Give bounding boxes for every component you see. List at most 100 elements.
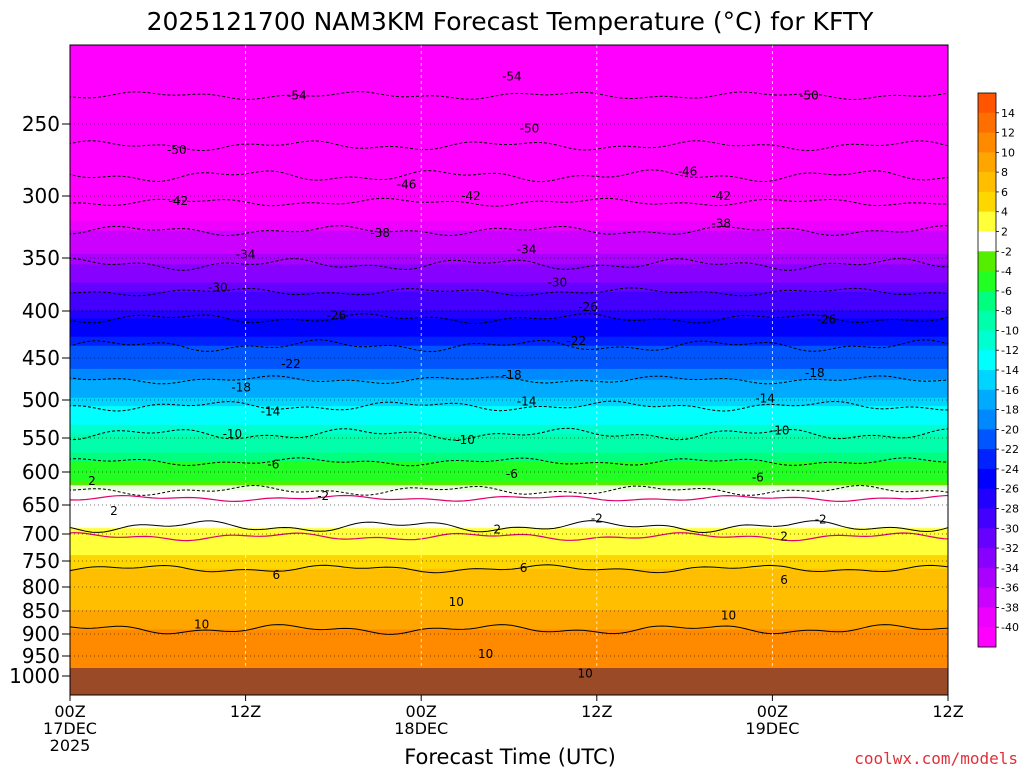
colorbar-label: -28 [1001, 503, 1019, 516]
colorbar-label: 10 [1001, 146, 1015, 159]
temperature-band [70, 336, 948, 347]
time-tick-label: 17DEC [43, 719, 97, 738]
isotherm-line [70, 520, 948, 534]
contour-label: 2 [780, 530, 788, 544]
colorbar-swatch [978, 429, 996, 450]
pressure-tick-label: 900 [22, 622, 60, 646]
plot-frame [69, 44, 949, 696]
temperature-band [70, 45, 948, 63]
temperature-band [70, 129, 948, 147]
pressure-tick-label: 250 [22, 112, 60, 136]
temperature-band [70, 155, 948, 167]
colorbar-swatch [978, 290, 996, 312]
pressure-tick-label: 600 [22, 460, 60, 484]
colorbar-label: -4 [1001, 265, 1012, 278]
pressure-tick-label: 800 [22, 575, 60, 599]
pressure-tick-label: 950 [22, 644, 60, 668]
colorbar-swatch [978, 350, 996, 371]
pressure-axis: 2503003504004505005506006507007508008509… [9, 112, 70, 688]
contour-label: -6 [267, 458, 279, 472]
temperature-band [70, 368, 948, 381]
contour-label: -10 [223, 427, 243, 441]
colorbar-label: -24 [1001, 463, 1019, 476]
isotherm-line [70, 287, 948, 297]
contour-label: -10 [455, 433, 475, 447]
contour-label: 10 [194, 617, 209, 631]
temperature-band [70, 264, 948, 275]
time-tick-label: 12Z [581, 702, 612, 721]
isotherm-line [70, 258, 948, 271]
colorbar-label: -40 [1001, 621, 1019, 634]
colorbar-swatch [978, 548, 996, 569]
colorbar-label: -38 [1001, 601, 1019, 614]
colorbar-label: -20 [1001, 423, 1019, 436]
plot-area: -54 -54 -50 -50 -50 -46 -46 -42 -42 -42 -38 -38 -34 -… [70, 45, 948, 695]
chart-title: 2025121700 NAM3KM Forecast Temperature (… [147, 7, 875, 36]
contour-label: -6 [506, 467, 518, 481]
contour-label: -38 [711, 216, 731, 230]
temperature-band [70, 202, 948, 213]
colorbar-swatch [978, 112, 996, 133]
contour-label: -34 [236, 247, 256, 261]
contour-label: -26 [326, 309, 346, 323]
temperature-band [70, 568, 948, 591]
credit-text: coolwx.com/models [854, 749, 1018, 768]
contour-label: -42 [711, 189, 731, 203]
contour-label: -14 [517, 395, 537, 409]
colorbar-label: 4 [1001, 206, 1008, 219]
colorbar-swatch [978, 627, 996, 648]
colorbar-label: 8 [1001, 166, 1008, 179]
colorbar-swatch [978, 152, 996, 173]
time-tick-label: 19DEC [745, 719, 799, 738]
pressure-tick-label: 1000 [9, 664, 60, 688]
temperature-band [70, 327, 948, 338]
temperature-band [70, 651, 948, 673]
temperature-band [70, 282, 948, 293]
contour-label: -46 [397, 178, 417, 192]
temperature-band [70, 175, 948, 186]
temperature-band [70, 424, 948, 435]
colorbar-swatch [978, 587, 996, 608]
colorbar-label: 6 [1001, 186, 1008, 199]
colorbar-swatch [978, 370, 996, 391]
contour-label: -34 [517, 242, 537, 256]
colorbar-label: 14 [1001, 107, 1015, 120]
pressure-tick-label: 700 [22, 522, 60, 546]
isotherm-line [70, 169, 948, 183]
isotherm-line [70, 313, 948, 325]
contour-label: 2 [110, 504, 118, 518]
pressure-tick-label: 550 [22, 426, 60, 450]
temperature-band [70, 461, 948, 473]
temperature-band [70, 211, 948, 222]
temperature-band [70, 452, 948, 463]
colorbar-swatch [978, 271, 996, 292]
contour-label: 6 [520, 561, 528, 575]
colorbar-swatch [978, 409, 996, 430]
isotherm-line [70, 427, 948, 441]
colorbar-swatch [978, 468, 996, 490]
pressure-tick-label: 500 [22, 388, 60, 412]
isotherm-line [70, 197, 948, 207]
contour-label: 10 [721, 609, 736, 623]
contour-label: -38 [370, 226, 390, 240]
isotherm-line [70, 91, 948, 101]
colorbar-swatch [978, 191, 996, 213]
temperature-band [70, 415, 948, 426]
contour-label: -22 [566, 334, 586, 348]
contour-label: -46 [678, 165, 698, 179]
contour-label: -14 [755, 391, 775, 405]
contour-label: -22 [281, 357, 301, 371]
contour-label: 10 [478, 647, 493, 661]
temperature-band [70, 434, 948, 445]
pressure-tick-label: 850 [22, 599, 60, 623]
colorbar-label: -30 [1001, 522, 1019, 535]
temperature-band [70, 291, 948, 302]
temperature-band [70, 629, 948, 653]
isotherm-line [70, 375, 948, 385]
isotherm-line [70, 564, 948, 574]
colorbar-swatch [978, 251, 996, 272]
time-tick-label: 00Z [406, 702, 437, 721]
colorbar-label: -16 [1001, 384, 1019, 397]
contour-label: -50 [520, 121, 540, 135]
contour-label: 6 [780, 573, 788, 587]
